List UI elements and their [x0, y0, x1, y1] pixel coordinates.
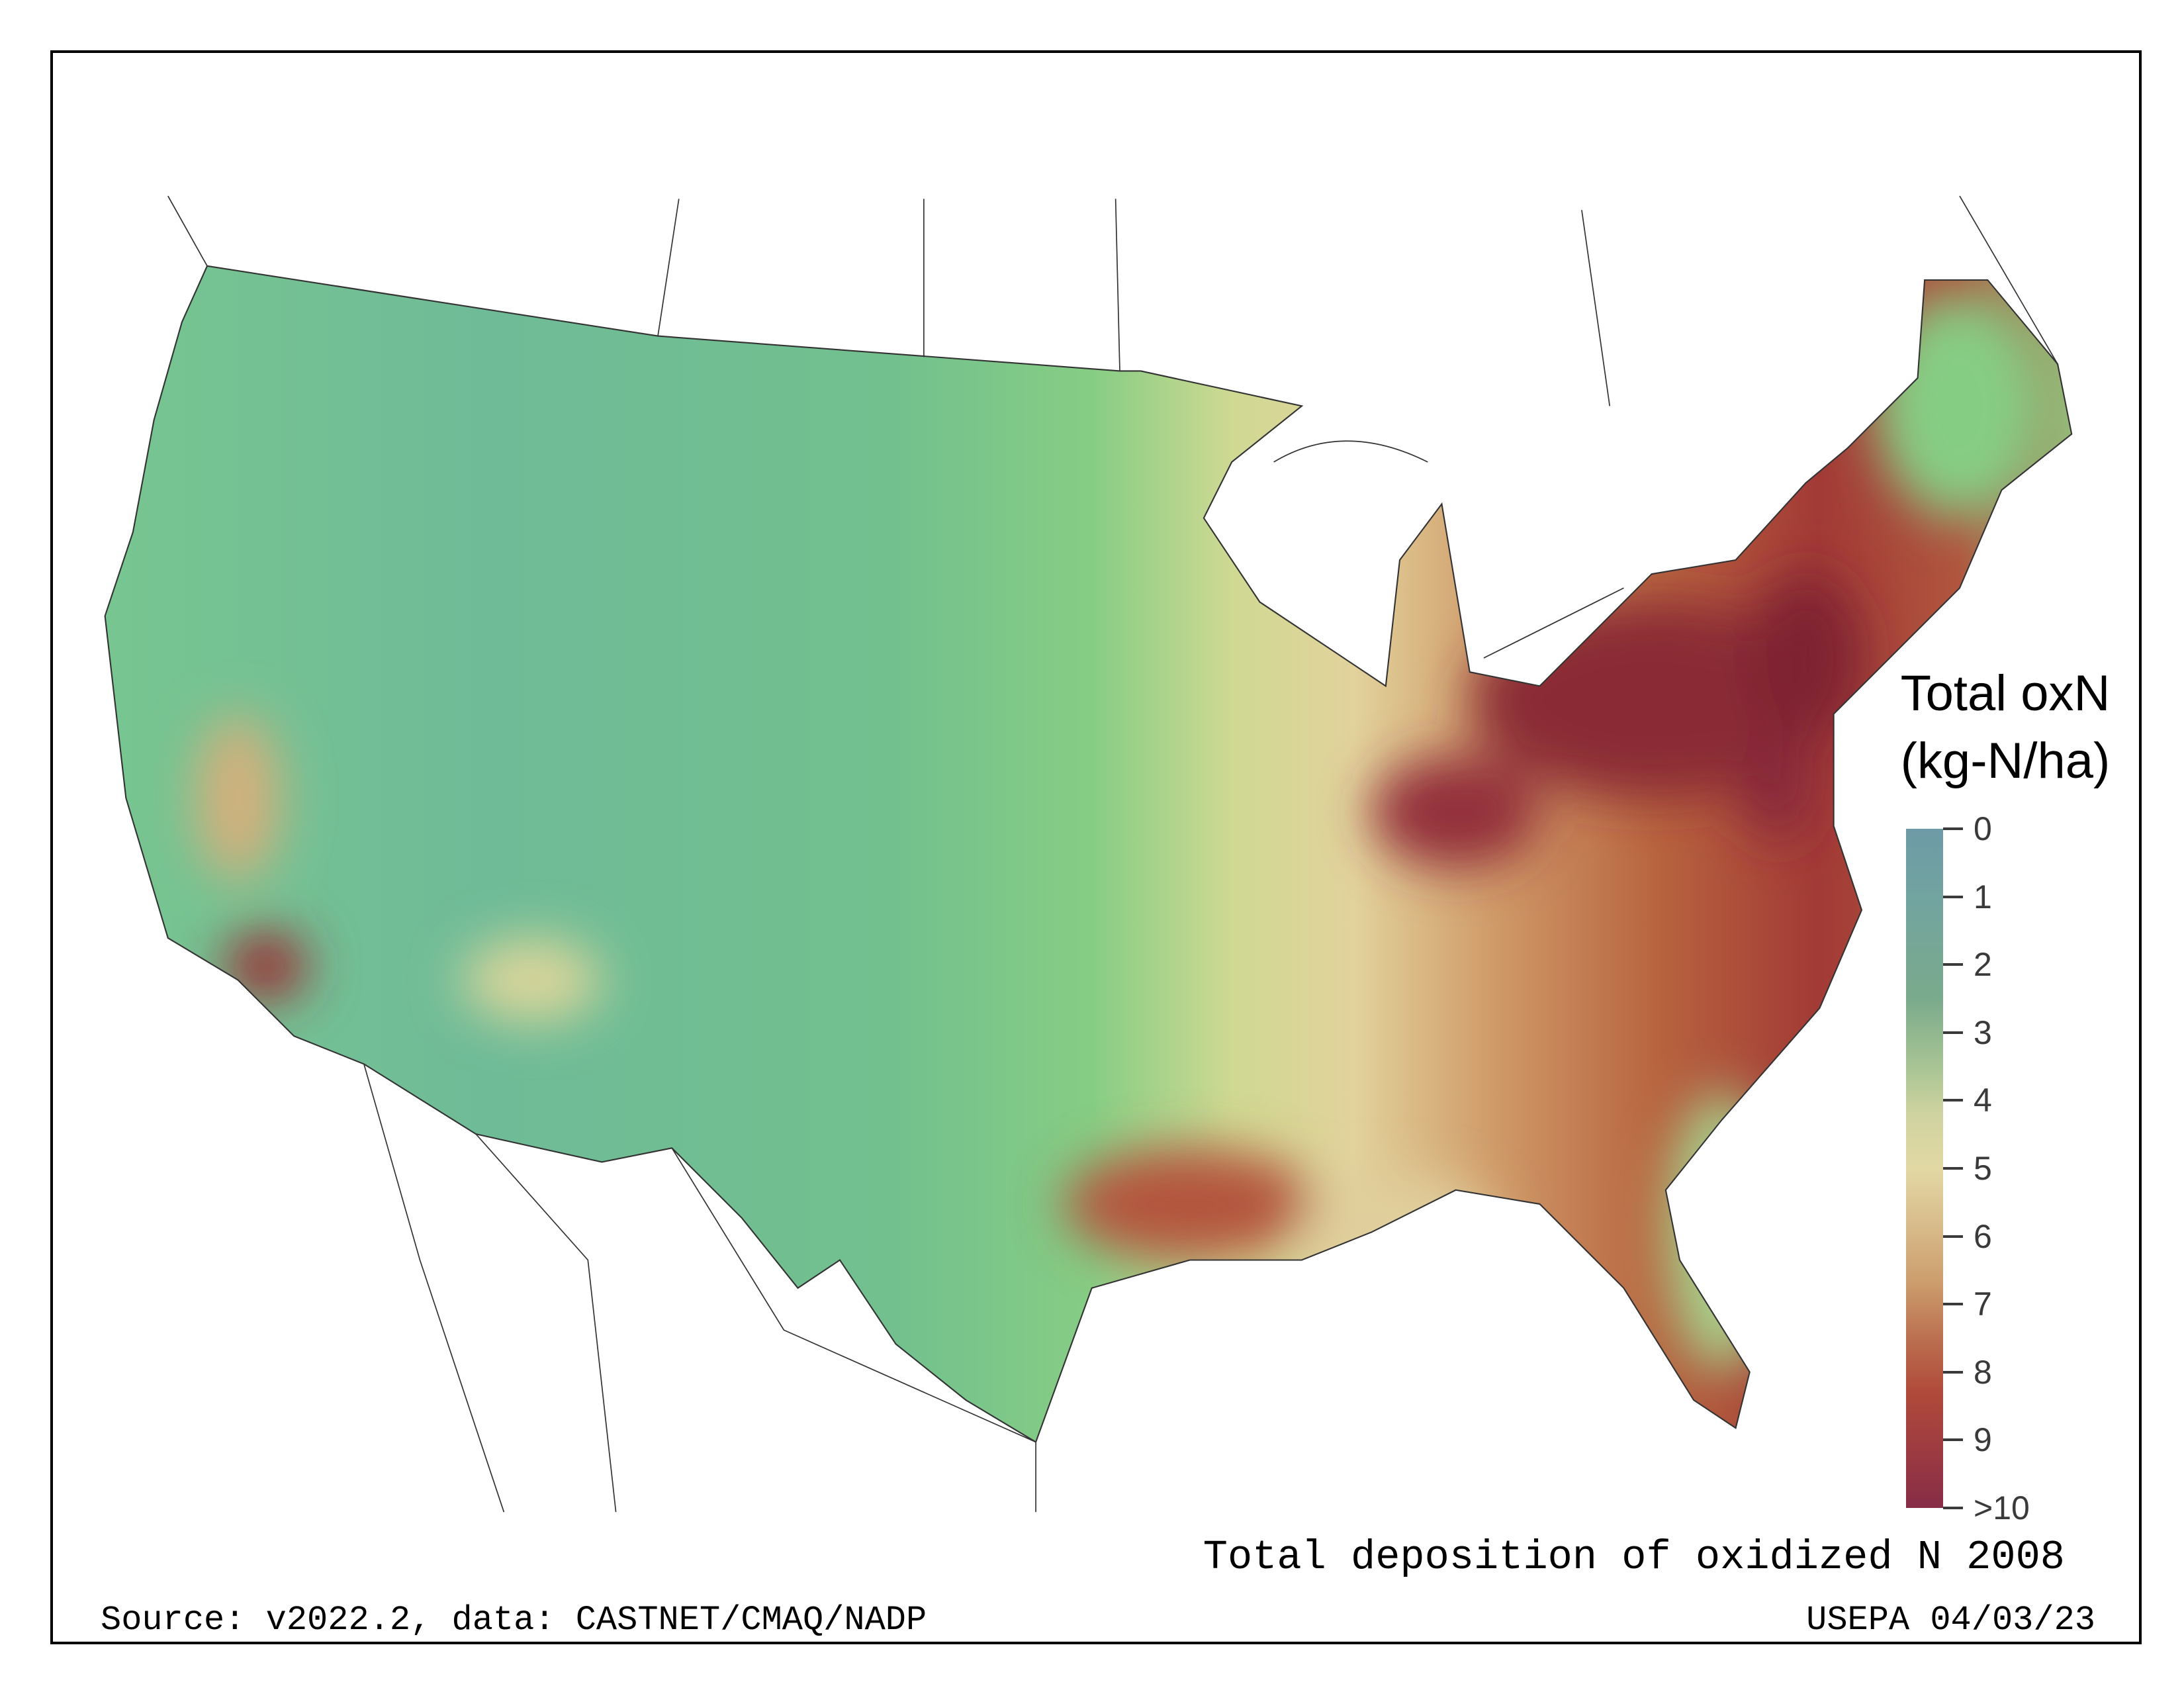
legend-colorbar — [1906, 829, 1943, 1508]
legend-tick-label: 8 — [1974, 1353, 1992, 1391]
legend-tick-mark — [1943, 963, 1963, 966]
legend-tick-label: 6 — [1974, 1217, 1992, 1255]
credit-note: USEPA 04/03/23 — [1806, 1601, 2095, 1640]
map-title: Total deposition of oxidized N 2008 — [1203, 1534, 2065, 1581]
legend-tick-label: 0 — [1974, 810, 1992, 847]
legend-tick-mark — [1943, 1370, 1963, 1374]
legend-tick-mark — [1943, 1438, 1963, 1442]
legend-tick-mark — [1943, 895, 1963, 898]
legend-tick-label: 1 — [1974, 878, 1992, 915]
legend-title-line1: Total oxN — [1900, 665, 2111, 722]
legend-tick-label: 2 — [1974, 946, 1992, 984]
neighbor-borders — [167, 195, 2058, 1513]
legend-tick-label: >10 — [1974, 1489, 2030, 1526]
legend-tick-label: 3 — [1974, 1013, 1992, 1051]
legend-tick-label: 5 — [1974, 1150, 1992, 1187]
legend-tick-mark — [1943, 827, 1963, 830]
legend-tick-mark — [1943, 1167, 1963, 1170]
legend-tick-mark — [1943, 1099, 1963, 1102]
legend-title-line2: (kg-N/ha) — [1900, 733, 2111, 789]
legend-tick-label: 4 — [1974, 1082, 1992, 1119]
legend-tick-mark — [1943, 1303, 1963, 1306]
legend-tick-mark — [1943, 1507, 1963, 1509]
legend-tick-mark — [1943, 1031, 1963, 1034]
legend-tick-label: 9 — [1974, 1421, 1992, 1459]
legend-tick-mark — [1943, 1235, 1963, 1238]
source-note: Source: v2022.2, data: CASTNET/CMAQ/NADP — [101, 1601, 927, 1640]
legend-tick-label: 7 — [1974, 1286, 1992, 1323]
figure-frame — [50, 50, 2142, 1644]
map-base-fill — [105, 265, 2072, 1442]
